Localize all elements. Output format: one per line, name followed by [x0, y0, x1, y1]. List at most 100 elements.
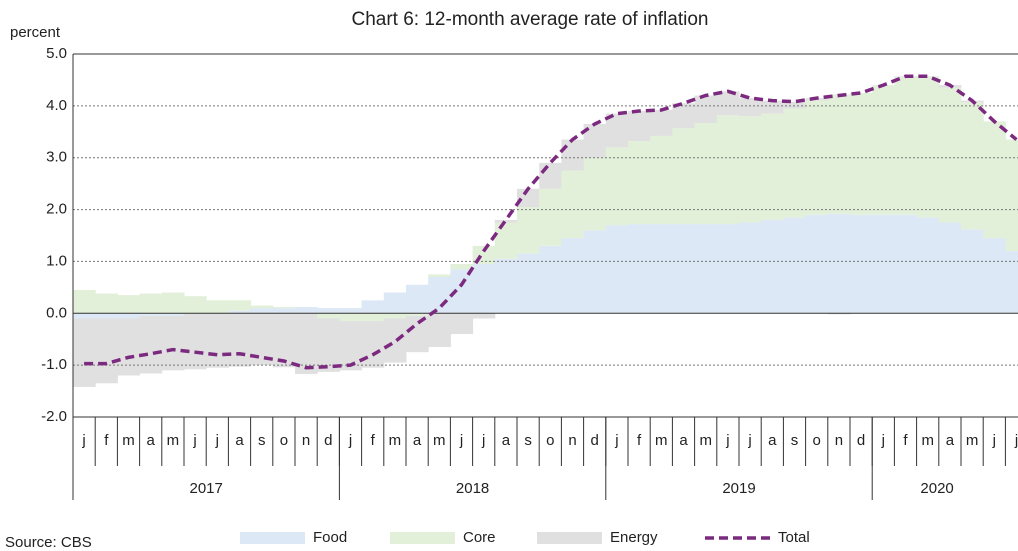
area-step [139, 315, 163, 374]
area-step [361, 300, 385, 314]
area-step [650, 135, 673, 225]
area-step [628, 111, 651, 142]
x-tick-label: a [235, 432, 244, 449]
x-tick-label: a [768, 432, 777, 449]
area-step [450, 313, 474, 335]
y-tick-label: 0.0 [46, 304, 67, 321]
total-line [84, 74, 1018, 370]
legend-label: Energy [610, 529, 658, 546]
area-step [428, 313, 451, 347]
area-step [95, 313, 118, 319]
area-step [494, 222, 518, 259]
area-step [383, 313, 407, 319]
x-tick-label: j [614, 432, 618, 449]
area-step [605, 113, 629, 148]
area-step [761, 219, 784, 314]
x-tick-label: m [699, 432, 712, 449]
x-tick-label: d [857, 432, 865, 449]
area-step [117, 318, 141, 376]
area-step [827, 213, 851, 314]
area-step [139, 293, 163, 314]
area-step [339, 321, 363, 371]
area-step [961, 229, 984, 314]
area-step [916, 217, 940, 314]
area-step [317, 318, 340, 372]
x-tick-label: j [459, 432, 463, 449]
area-step [228, 310, 252, 314]
x-tick-label: s [791, 432, 799, 449]
y-tick-label: 5.0 [46, 45, 67, 62]
area-step [272, 307, 296, 309]
area-step [317, 308, 340, 314]
area-step [517, 188, 540, 207]
area-step [650, 224, 673, 314]
area-step [694, 95, 718, 123]
area-step [472, 264, 496, 314]
x-tick-label: j [348, 432, 352, 449]
x-tick-label: s [524, 432, 532, 449]
area-step [472, 313, 496, 319]
area-step [250, 305, 274, 309]
x-tick-label: a [679, 432, 688, 449]
x-tick-label: j [1014, 432, 1018, 449]
area-step [716, 91, 740, 116]
y-tick-label: -2.0 [41, 408, 67, 425]
area-step [716, 115, 740, 225]
area-step [272, 313, 296, 368]
area-step [694, 122, 718, 225]
area-step [783, 217, 807, 314]
area-step [184, 313, 207, 370]
source: Source: CBS [5, 534, 92, 551]
area-step [361, 321, 385, 368]
area-step [894, 214, 918, 314]
area-step [539, 245, 562, 314]
area-step [583, 157, 607, 231]
area-step [872, 85, 895, 215]
area-step [206, 300, 229, 314]
area-step [117, 313, 141, 319]
area-step [95, 318, 118, 384]
y-tick-label: 1.0 [46, 252, 67, 269]
x-tick-label: f [637, 432, 642, 449]
area-step [428, 276, 451, 314]
area-step [983, 121, 1006, 239]
x-tick-label: a [413, 432, 422, 449]
area-step [938, 87, 962, 223]
x-tick-label: m [966, 432, 979, 449]
area-step [827, 94, 851, 214]
area-step [95, 293, 118, 314]
area-step [716, 224, 740, 314]
area-step [250, 313, 274, 366]
area-step [139, 313, 163, 316]
area-step [494, 219, 518, 223]
area-step [783, 108, 807, 218]
area-step [272, 308, 296, 314]
area-step [894, 77, 918, 215]
area-step [827, 313, 851, 315]
area-step [561, 139, 585, 171]
legend-swatch [390, 532, 455, 544]
area-step [650, 110, 673, 136]
area-step [872, 214, 895, 314]
area-step [983, 238, 1006, 314]
area-step [961, 102, 984, 230]
x-tick-label: n [835, 432, 843, 449]
chart-title: Chart 6: 12-month average rate of inflat… [352, 9, 709, 30]
area-step [850, 92, 873, 215]
legend-label: Total [778, 529, 810, 546]
area-step [450, 264, 474, 270]
year-label: 2018 [456, 480, 489, 497]
area-step [539, 162, 562, 189]
area-step [295, 313, 318, 374]
area-step [161, 292, 185, 314]
area-step [428, 274, 451, 277]
area-step [228, 313, 252, 367]
year-label: 2017 [190, 480, 223, 497]
area-step [161, 313, 185, 316]
area-step [761, 113, 784, 220]
area-step [73, 313, 96, 319]
x-tick-label: f [903, 432, 908, 449]
y-tick-label: 3.0 [46, 149, 67, 166]
x-tick-label: f [104, 432, 109, 449]
x-tick-label: o [280, 432, 288, 449]
